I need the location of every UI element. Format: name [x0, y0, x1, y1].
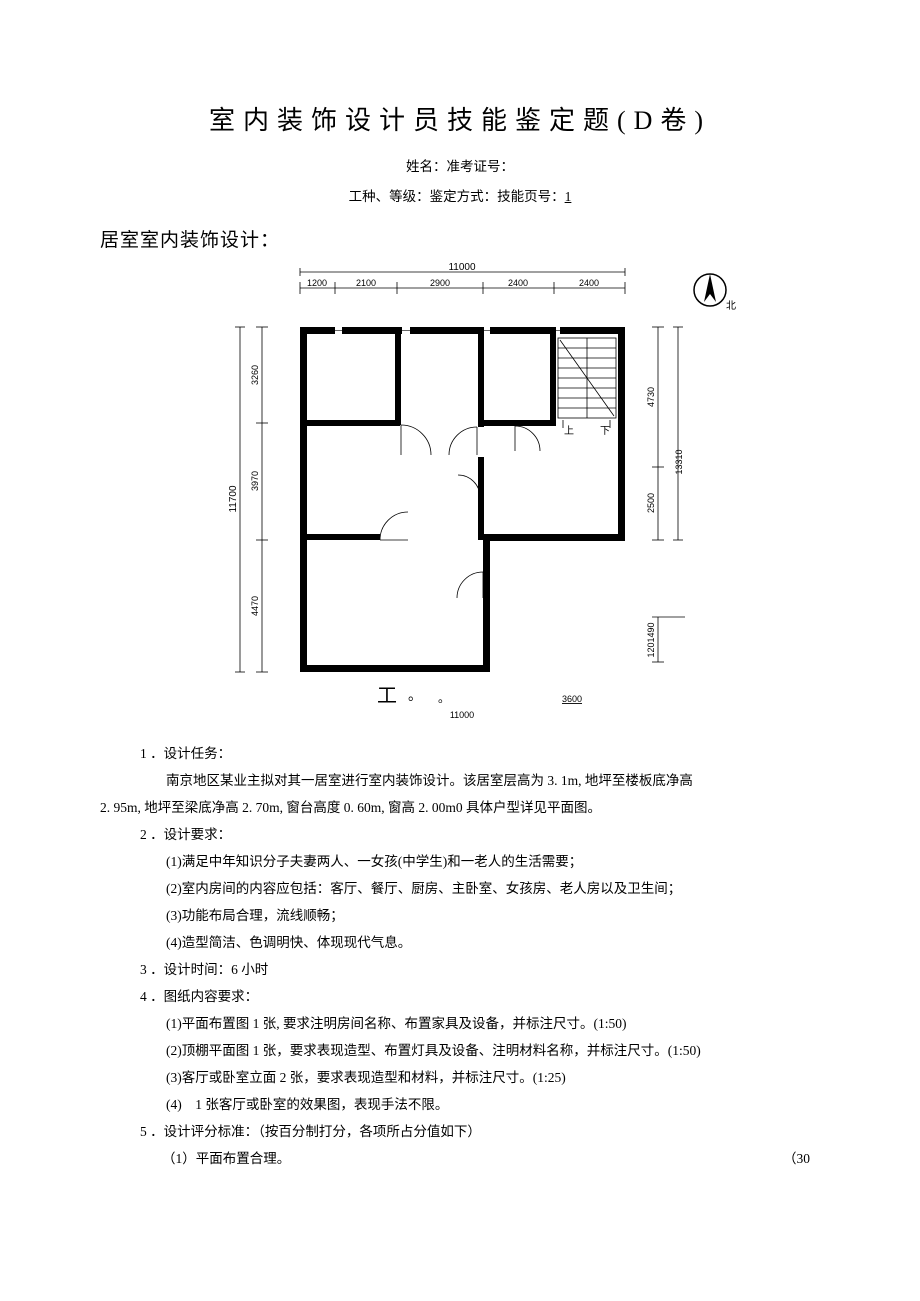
dim-right-bottom: 1201490	[646, 622, 656, 657]
floorplan-svg: 11000 1200 2100 2900 2400 2400	[180, 262, 740, 722]
task-p2: 2. 95m, 地坪至梁底净高 2. 70m, 窗台高度 0. 60m, 窗高 …	[100, 794, 820, 821]
page-title: 室内装饰设计员技能鉴定题(D卷)	[100, 100, 820, 137]
dim-bottom-total: 11000	[450, 710, 474, 720]
task-p1: 南京地区某业主拟对其一居室进行室内装饰设计。该居室层高为 3. 1m, 地坪至楼…	[100, 767, 820, 794]
misc-dot-2: 。	[438, 691, 450, 705]
door-arcs	[380, 425, 540, 598]
dim-right-2: 2500	[646, 493, 656, 513]
dim-top-5: 2400	[579, 278, 599, 288]
meta-text: 工种、等级：鉴定方式：技能页号：	[349, 189, 565, 204]
dim-left-total: 11700	[228, 485, 239, 513]
dim-left-2: 3970	[250, 471, 260, 491]
score-1-value: （30	[783, 1145, 810, 1172]
score-heading: 5 ．设计评分标准：（按百分制打分，各项所占分值如下）	[100, 1118, 820, 1145]
document-page: 室内装饰设计员技能鉴定题(D卷) 姓名：准考证号： 工种、等级：鉴定方式：技能页…	[0, 0, 920, 1232]
dim-top-2: 2100	[356, 278, 376, 288]
time-heading: 3 ．设计时间：6 小时	[100, 956, 820, 983]
dim-left-1: 3260	[250, 365, 260, 385]
body-content: 1 ．设计任务： 南京地区某业主拟对其一居室进行室内装饰设计。该居室层高为 3.…	[100, 740, 820, 1172]
misc-dot-1: 。	[408, 689, 422, 704]
req-2: (2)室内房间的内容应包括：客厅、餐厅、厨房、主卧室、女孩房、老人房以及卫生间；	[100, 875, 820, 902]
score-1-label: （1）平面布置合理。	[162, 1145, 290, 1172]
draw-heading: 4 ．图纸内容要求：	[100, 983, 820, 1010]
floorplan-walls	[300, 327, 625, 672]
req-heading: 2 ．设计要求：	[100, 821, 820, 848]
dim-top-1: 1200	[307, 278, 327, 288]
north-label: 北	[726, 300, 736, 312]
dim-top-3: 2900	[430, 278, 450, 288]
meta-line: 工种、等级：鉴定方式：技能页号：1	[100, 185, 820, 205]
dim-top-total: 11000	[448, 262, 476, 273]
page-number: 1	[565, 189, 572, 204]
req-1: (1)满足中年知识分子夫妻两人、一女孩(中学生)和一老人的生活需要；	[100, 848, 820, 875]
dim-left-3: 4470	[250, 596, 260, 616]
draw-4: (4) 1 张客厅或卧室的效果图，表现手法不限。	[100, 1091, 820, 1118]
north-arrow-icon	[694, 274, 726, 306]
req-4: (4)造型简洁、色调明快、体现现代气息。	[100, 929, 820, 956]
stair	[558, 338, 616, 428]
dim-right-outer: 13310	[674, 449, 684, 474]
draw-2: (2)顶棚平面图 1 张，要求表现造型、布置灯具及设备、注明材料名称，并标注尺寸…	[100, 1037, 820, 1064]
score-row-1: （1）平面布置合理。 （30	[100, 1145, 820, 1172]
name-id-line: 姓名：准考证号：	[100, 155, 820, 175]
misc-glyph-L: 工	[377, 685, 397, 707]
floorplan-container: 11000 1200 2100 2900 2400 2400	[100, 262, 820, 722]
stair-down-label: 下	[600, 426, 610, 437]
dim-top-4: 2400	[508, 278, 528, 288]
dim-right-1: 4730	[646, 387, 656, 407]
task-heading: 1 ．设计任务：	[100, 740, 820, 767]
draw-1: (1)平面布置图 1 张, 要求注明房间名称、布置家具及设备，并标注尺寸。(1:…	[100, 1010, 820, 1037]
req-3: (3)功能布局合理，流线顺畅；	[100, 902, 820, 929]
stair-up-label: 上	[564, 425, 574, 437]
draw-3: (3)客厅或卧室立面 2 张，要求表现造型和材料，并标注尺寸。(1:25)	[100, 1064, 820, 1091]
dim-bottom-seg: 3600	[562, 694, 582, 704]
section-heading: 居室室内装饰设计：	[100, 225, 820, 252]
